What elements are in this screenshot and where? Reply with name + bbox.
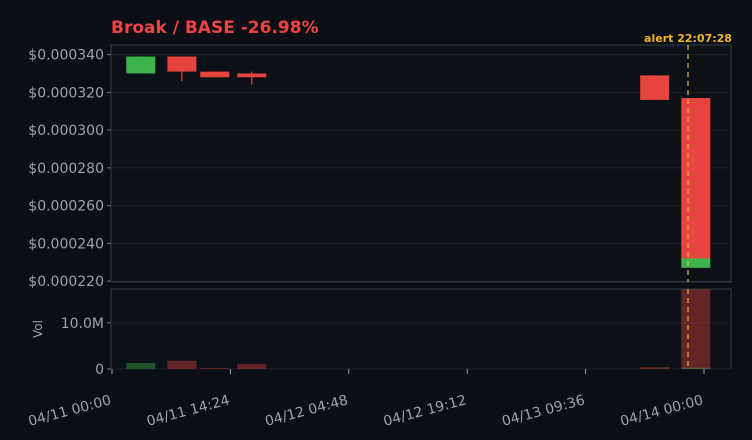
price-tick-label: $0.000280: [28, 161, 104, 177]
volume-panel: [110, 288, 732, 370]
candle-body: [640, 75, 670, 100]
volume-tick-label: 10.0M: [61, 316, 104, 332]
x-tick-label: 04/11 00:00: [27, 392, 113, 429]
price-tick-label: $0.000300: [28, 123, 104, 139]
volume-bar: [681, 367, 711, 369]
x-tick-label: 04/13 09:36: [500, 392, 586, 430]
x-tick-label: 04/12 04:48: [263, 392, 349, 429]
candle-body: [200, 71, 230, 78]
volume-bar: [200, 368, 230, 369]
volume-bar: [681, 289, 711, 369]
volume-bar: [640, 367, 670, 369]
x-tick-label: 04/12 19:12: [382, 392, 468, 429]
price-tick-label: $0.000340: [28, 48, 104, 64]
chart-title: Broak / BASE -26.98%: [111, 18, 319, 38]
candle-body: [167, 56, 197, 72]
volume-tick-label: 0: [95, 362, 104, 378]
volume-bar: [126, 362, 156, 369]
volume-bar: [167, 360, 197, 369]
price-tick-label: $0.000220: [28, 274, 104, 290]
alert-label: alert 22:07:28: [644, 32, 732, 45]
candle-body: [237, 73, 267, 78]
x-tick-label: 04/14 00:00: [619, 392, 705, 429]
candle-body: [126, 56, 156, 74]
volume-axis-label: Vol: [31, 320, 45, 338]
volume-bar: [237, 363, 267, 369]
candle-body: [681, 258, 711, 268]
price-tick-label: $0.000260: [28, 199, 104, 215]
price-tick-label: $0.000240: [28, 236, 104, 252]
price-panel: [110, 44, 732, 283]
candle-body: [681, 98, 711, 261]
x-tick-label: 04/11 14:24: [145, 392, 231, 430]
price-tick-label: $0.000320: [28, 85, 104, 101]
